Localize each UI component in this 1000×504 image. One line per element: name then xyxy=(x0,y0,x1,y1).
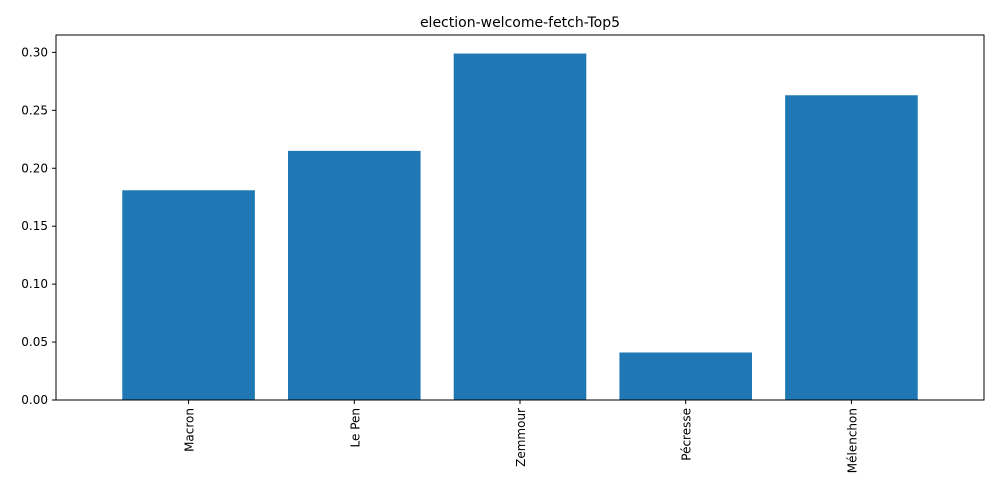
x-tick-label: Zemmour xyxy=(514,408,528,467)
bar-p-cresse xyxy=(619,352,752,400)
plot-area: Macron Le Pen Zemmour Pécresse Mélenchon 0.00… xyxy=(21,34,985,473)
y-tick-label: 0.05 xyxy=(21,335,48,349)
y-tick-label: 0.20 xyxy=(21,161,48,175)
y-tick-label: 0.25 xyxy=(21,103,48,117)
y-tick-label: 0.10 xyxy=(21,277,48,291)
bar-zemmour xyxy=(453,53,587,401)
y-tick-label: 0.30 xyxy=(21,45,48,59)
chart-title: election-welcome-fetch-Top5 xyxy=(420,15,620,31)
bar-le-pen xyxy=(288,150,421,400)
bar-macron xyxy=(122,190,255,400)
x-tick-label: Pécresse xyxy=(680,408,694,461)
x-tick-label: Macron xyxy=(183,408,197,452)
bar-m-lenchon xyxy=(785,95,918,400)
y-tick-label: 0.15 xyxy=(21,219,48,233)
axes-frame xyxy=(55,34,985,401)
x-tick-label: Mélenchon xyxy=(845,408,859,473)
y-tick-label: 0.00 xyxy=(21,393,48,407)
x-tick-label: Le Pen xyxy=(348,408,362,447)
